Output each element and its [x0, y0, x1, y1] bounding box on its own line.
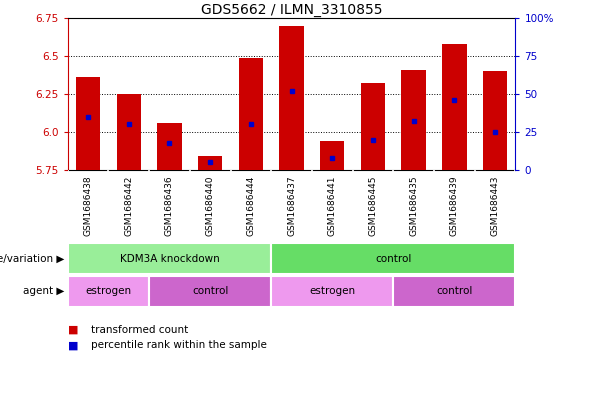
- Text: estrogen: estrogen: [85, 286, 131, 296]
- Text: GSM1686444: GSM1686444: [246, 176, 256, 236]
- Text: transformed count: transformed count: [91, 325, 188, 334]
- Bar: [360, 83, 385, 170]
- Text: GSM1686443: GSM1686443: [491, 176, 499, 236]
- Text: genotype/variation ▶: genotype/variation ▶: [0, 253, 65, 263]
- Text: KDM3A knockdown: KDM3A knockdown: [120, 253, 219, 263]
- Text: GSM1686435: GSM1686435: [409, 176, 418, 236]
- Text: GSM1686437: GSM1686437: [287, 176, 296, 236]
- Bar: [393, 275, 515, 307]
- Text: GSM1686439: GSM1686439: [450, 176, 459, 236]
- Bar: [279, 26, 304, 170]
- Text: GSM1686441: GSM1686441: [327, 176, 337, 236]
- Text: GSM1686436: GSM1686436: [165, 176, 174, 236]
- Text: control: control: [192, 286, 229, 296]
- Bar: [271, 275, 393, 307]
- Bar: [271, 242, 515, 274]
- Text: GSM1686445: GSM1686445: [369, 176, 378, 236]
- Bar: [149, 275, 271, 307]
- Bar: [320, 141, 345, 170]
- Text: GSM1686442: GSM1686442: [124, 176, 133, 236]
- Bar: [157, 123, 181, 170]
- Text: GSM1686440: GSM1686440: [206, 176, 214, 236]
- Bar: [442, 44, 466, 170]
- Text: ■: ■: [68, 325, 78, 334]
- Text: GSM1686438: GSM1686438: [84, 176, 92, 236]
- Text: ■: ■: [68, 340, 78, 350]
- Bar: [483, 71, 507, 170]
- Text: control: control: [375, 253, 412, 263]
- Bar: [117, 94, 141, 170]
- Text: percentile rank within the sample: percentile rank within the sample: [91, 340, 267, 350]
- Text: estrogen: estrogen: [309, 286, 355, 296]
- Bar: [76, 77, 100, 170]
- Text: control: control: [436, 286, 472, 296]
- Bar: [402, 70, 426, 170]
- Bar: [198, 156, 223, 170]
- Bar: [239, 57, 263, 170]
- Text: agent ▶: agent ▶: [24, 286, 65, 296]
- Bar: [68, 242, 271, 274]
- Title: GDS5662 / ILMN_3310855: GDS5662 / ILMN_3310855: [201, 3, 382, 17]
- Bar: [68, 275, 149, 307]
